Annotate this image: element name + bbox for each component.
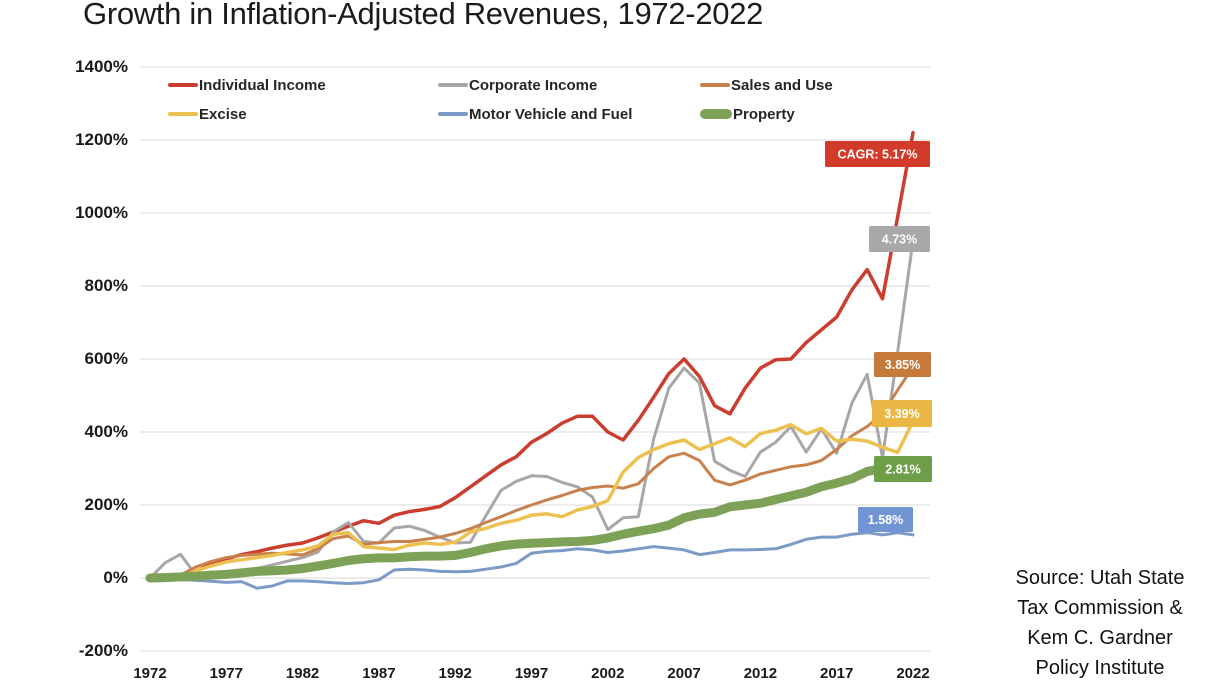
legend-item-individual-income: Individual Income [168, 76, 326, 94]
x-tick-label: 1997 [514, 665, 549, 682]
cagr-label: CAGR: 5.17% [825, 141, 930, 167]
cagr-label-box [874, 456, 932, 482]
cagr-label-box [858, 507, 913, 532]
series-line-excise [148, 419, 915, 581]
series-line-property [145, 463, 918, 583]
source-line: Policy Institute [1035, 657, 1165, 679]
y-tick-label: 0% [103, 568, 128, 587]
cagr-label-box [869, 226, 930, 252]
legend-label: Sales and Use [731, 76, 833, 94]
cagr-label-text: 2.81% [885, 463, 920, 477]
legend-item-excise: Excise [168, 105, 247, 123]
legend-swatch [438, 112, 468, 116]
legend-label: Property [733, 105, 795, 123]
x-tick-label: 2012 [743, 665, 778, 682]
legend-label: Corporate Income [469, 76, 598, 94]
series-line-individual-income [148, 130, 915, 580]
x-tick-label: 1987 [362, 665, 396, 682]
x-tick-label: 2007 [667, 665, 701, 682]
cagr-label-text: 4.73% [882, 233, 917, 247]
cagr-label-text: 3.85% [885, 358, 920, 372]
y-tick-label: 800% [84, 276, 128, 295]
cagr-label-text: 1.58% [868, 513, 903, 527]
legend-swatch [168, 83, 198, 87]
cagr-label-box [825, 141, 930, 167]
y-tick-label: 200% [84, 495, 128, 514]
x-tick-label: 1982 [285, 665, 320, 682]
x-tick-label: 2017 [820, 665, 854, 682]
y-tick-label: 400% [84, 422, 128, 441]
y-tick-label: 1000% [75, 203, 128, 222]
chart-title: Growth in Inflation-Adjusted Revenues, 1… [83, 0, 764, 31]
source-line: Kem C. Gardner [1027, 627, 1173, 649]
x-tick-label: 1977 [209, 665, 243, 682]
legend-swatch [700, 83, 730, 87]
legend-label: Individual Income [199, 76, 326, 94]
cagr-label: 3.85% [874, 352, 931, 377]
series-line-corporate-income [148, 238, 915, 580]
legend-item-corporate-income: Corporate Income [438, 76, 597, 94]
x-tick-label: 1992 [438, 665, 472, 682]
legend-swatch [438, 83, 468, 87]
legend-item-motor-vehicle-and-fuel: Motor Vehicle and Fuel [438, 105, 632, 123]
cagr-label: 1.58% [858, 507, 913, 532]
x-tick-label: 1972 [133, 665, 167, 682]
legend-swatch [700, 109, 732, 119]
legend-swatch [168, 112, 198, 116]
y-tick-label: 1400% [75, 57, 128, 76]
legend-item-sales-and-use: Sales and Use [700, 76, 833, 94]
cagr-label-text: CAGR: 5.17% [838, 148, 918, 162]
cagr-label-text: 3.39% [884, 407, 919, 421]
x-tick-label: 2022 [896, 665, 930, 682]
cagr-label-box [874, 352, 931, 377]
cagr-label: 3.39% [872, 400, 932, 427]
y-tick-label: 600% [84, 349, 128, 368]
source-line: Source: Utah State [1015, 567, 1185, 589]
legend-item-property: Property [700, 105, 795, 123]
series-line-motor-vehicle-and-fuel [148, 531, 915, 590]
y-tick-label: -200% [78, 641, 128, 660]
source-line: Tax Commission & [1017, 597, 1183, 619]
source-attribution: Source: Utah State Tax Commission & Kem … [972, 563, 1228, 683]
x-tick-label: 2002 [591, 665, 625, 682]
y-tick-label: 1200% [75, 130, 128, 149]
legend-label: Excise [199, 105, 247, 123]
cagr-label: 4.73% [869, 226, 930, 252]
cagr-label: 2.81% [874, 456, 932, 482]
cagr-label-box [872, 400, 932, 427]
legend-label: Motor Vehicle and Fuel [469, 105, 633, 123]
